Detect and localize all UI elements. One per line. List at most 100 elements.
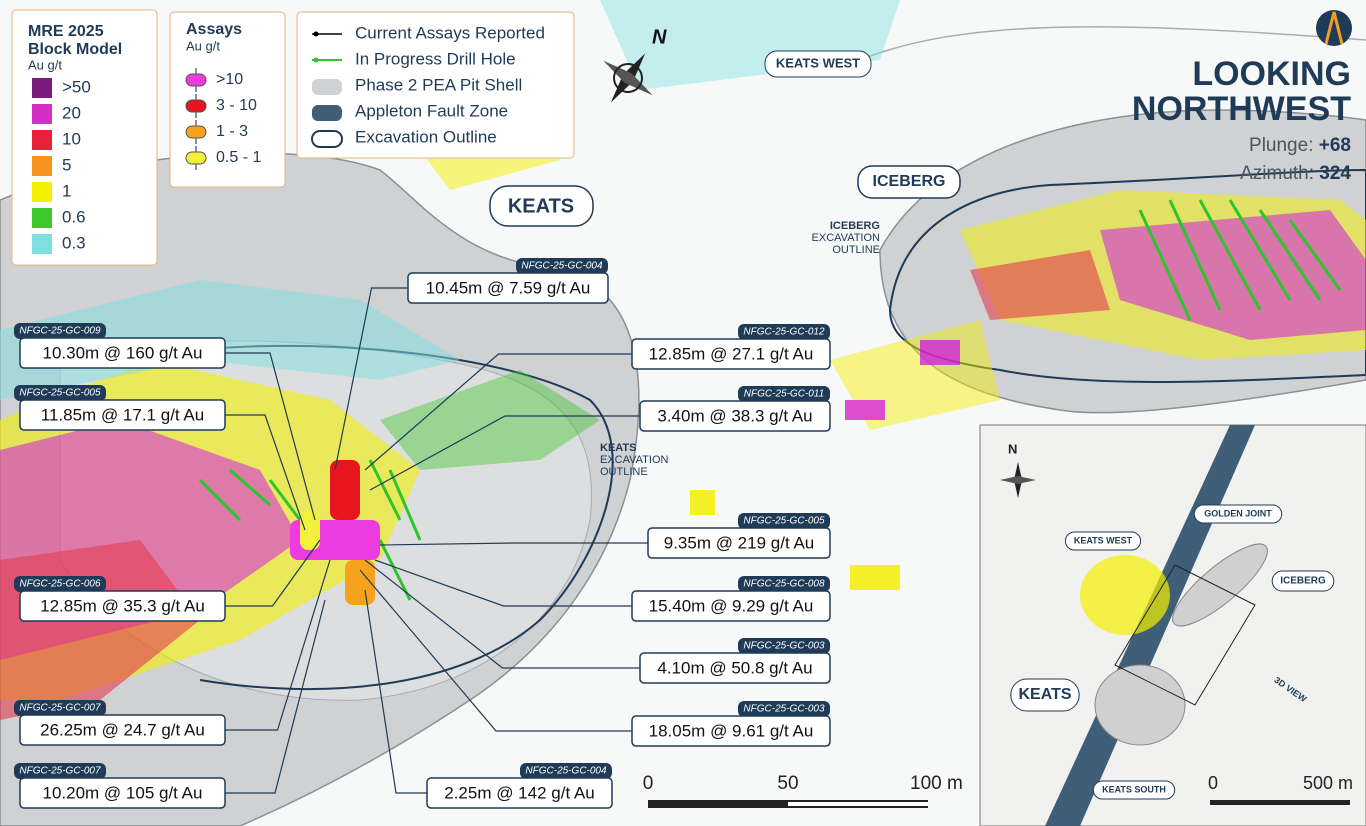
hole-tab <box>14 576 106 592</box>
legend-swatch <box>185 99 207 113</box>
hole-id: NFGC-25-GC-003 <box>743 641 825 652</box>
legend-label: 10 <box>62 129 81 148</box>
hole-id: NFGC-25-GC-005 <box>19 388 101 399</box>
key-symbol <box>312 79 342 95</box>
inset-compass <box>1000 462 1036 498</box>
legend-label: Excavation Outline <box>355 127 497 146</box>
inset-label-box <box>1010 678 1080 712</box>
hole-tab <box>14 385 106 401</box>
scale-label: 100 m <box>910 773 963 794</box>
azimuth-value: 324 <box>1319 163 1351 184</box>
intercept-text: 18.05m @ 9.61 g/t Au <box>649 721 814 740</box>
hole-id: NFGC-25-GC-005 <box>743 516 825 527</box>
intercept-box <box>631 590 831 622</box>
legend-unit: Au g/t <box>186 38 220 53</box>
leader-lines <box>225 287 648 794</box>
leader-line <box>374 559 632 607</box>
outline-label: OUTLINE <box>600 466 648 478</box>
hole-id: NFGC-25-GC-007 <box>19 703 101 714</box>
legend-label: Current Assays Reported <box>355 23 545 42</box>
intercept-box <box>19 714 226 746</box>
legend-swatch <box>185 125 207 139</box>
scale-label: 0 <box>643 773 654 794</box>
leader-line <box>225 539 321 607</box>
hole-tab <box>738 386 830 402</box>
intercept-box <box>631 715 831 747</box>
intercept-text: 26.25m @ 24.7 g/t Au <box>40 720 205 739</box>
leader-line <box>364 589 427 794</box>
key-symbol <box>312 105 342 121</box>
scale-bar-fill <box>788 802 928 806</box>
assay-cluster <box>290 460 380 605</box>
hole-id: NFGC-25-GC-009 <box>19 326 101 337</box>
inset-label: KEATS <box>1018 686 1071 703</box>
outline-label: EXCAVATION <box>812 232 881 244</box>
key-symbol <box>311 130 343 148</box>
plunge-label: Plunge: <box>1249 135 1313 156</box>
hole-tab <box>516 258 608 274</box>
intercept-box <box>639 652 831 684</box>
drill-holes <box>198 199 1342 601</box>
leader-line <box>225 559 331 731</box>
leader-line <box>334 287 408 471</box>
legend-swatch <box>185 151 207 165</box>
hole-id: NFGC-25-GC-006 <box>19 579 101 590</box>
legend-swatch <box>185 73 207 87</box>
hole-tab <box>738 576 830 592</box>
hole-id: NFGC-25-GC-008 <box>743 579 825 590</box>
zone-label: ICEBERG <box>873 173 946 190</box>
hole-id: NFGC-25-GC-011 <box>744 389 824 400</box>
excavation-outline <box>888 168 1366 383</box>
scale-label: 50 <box>777 773 798 794</box>
legend-label: 0.5 - 1 <box>216 149 261 166</box>
legend-label: Appleton Fault Zone <box>355 101 508 120</box>
intercept-text: 15.40m @ 9.29 g/t Au <box>649 596 814 615</box>
inset-label: KEATS SOUTH <box>1102 784 1166 794</box>
leader-line <box>225 414 306 531</box>
hole-id: NFGC-25-GC-007 <box>19 766 101 777</box>
inset-map: N 0 500 m <box>979 424 1366 826</box>
hole-id: NFGC-25-GC-004 <box>525 766 607 777</box>
inset-scale-label: 500 m <box>1303 773 1353 793</box>
outline-label: KEATS <box>600 442 636 454</box>
intercept-text: 10.20m @ 105 g/t Au <box>43 783 203 802</box>
leader-line <box>364 353 632 471</box>
intercept-box <box>19 337 226 369</box>
legend-label: 0.3 <box>62 233 86 252</box>
inset-label-box <box>1193 504 1283 524</box>
hole-tab <box>14 700 106 716</box>
legend-label: 5 <box>62 155 71 174</box>
legend-label: In Progress Drill Hole <box>355 49 516 68</box>
assays-legend: Assays Au g/t >10 3 - 10 1 - 3 0.5 - 1 <box>169 11 286 188</box>
intercept-box <box>19 777 226 809</box>
outline-label: KEATS EXCAVATION OUTLINE ICEBERG EXCAVAT… <box>600 220 880 478</box>
legend-swatch <box>32 78 52 98</box>
legend-swatch <box>32 208 52 228</box>
legend-label: 1 - 3 <box>216 123 248 140</box>
legend-unit: Au g/t <box>28 57 62 72</box>
intercept-box <box>19 399 226 431</box>
zone-label: KEATS WEST <box>776 55 860 70</box>
inset-label: ICEBERG <box>1280 576 1326 587</box>
legend-box <box>169 11 286 188</box>
intercept-box <box>639 400 831 432</box>
plunge: Plunge: +68 <box>1249 135 1351 156</box>
legend-label: Phase 2 PEA Pit Shell <box>355 75 522 94</box>
intercept-text: 12.85m @ 35.3 g/t Au <box>40 596 205 615</box>
legend-label: 3 - 10 <box>216 97 257 114</box>
intercept-text: 10.30m @ 160 g/t Au <box>43 343 203 362</box>
outline-label: EXCAVATION <box>600 454 669 466</box>
leader-line <box>364 559 640 669</box>
intercept-box <box>631 338 831 370</box>
legend-label: >50 <box>62 77 91 96</box>
outline-label: ICEBERG <box>830 220 880 232</box>
azimuth-label: Azimuth: <box>1240 163 1314 184</box>
intercept-labels: NFGC-25-GC-004 10.45m @ 7.59 g/t Au NFGC-2… <box>14 258 831 809</box>
view-title: NORTHWEST <box>1132 90 1351 128</box>
hole-id: NFGC-25-GC-004 <box>521 261 603 272</box>
inset-deposit <box>1172 543 1268 627</box>
leader-line <box>369 415 640 491</box>
legend-label: >10 <box>216 71 243 88</box>
inset-scale-bar <box>1210 800 1350 805</box>
